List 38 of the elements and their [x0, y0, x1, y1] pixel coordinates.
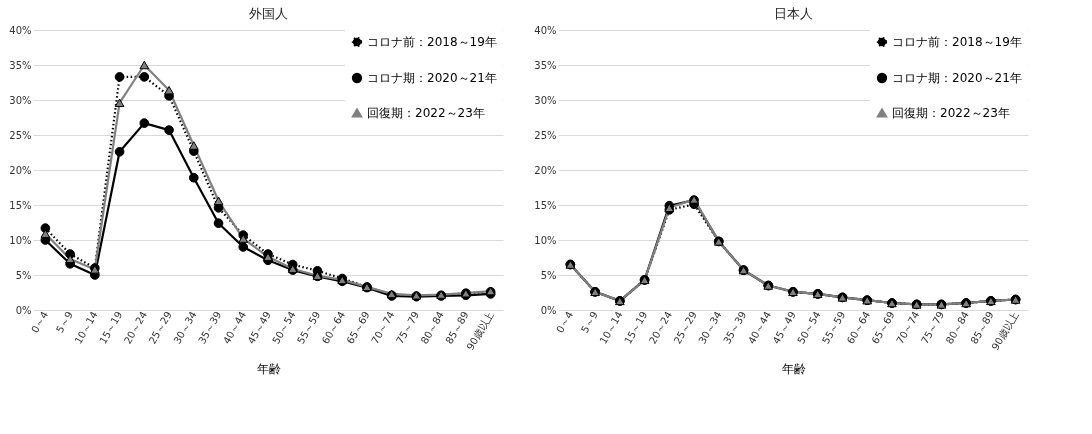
- x-tick-label: 70～74: [894, 309, 922, 346]
- legend-label: コロナ期：2020～21年: [892, 71, 1022, 85]
- legend-label: コロナ前：2018～19年: [892, 35, 1022, 49]
- x-tick-label: 50～54: [795, 309, 823, 346]
- x-tick-label: 10～14: [597, 309, 625, 346]
- y-tick-label: 15%: [534, 199, 557, 211]
- y-tick-label: 20%: [9, 164, 32, 176]
- legend-label: コロナ前：2018～19年: [367, 35, 497, 49]
- y-tick-label: 0%: [540, 304, 557, 316]
- x-tick-label: 70～74: [369, 309, 397, 346]
- y-tick-label: 20%: [534, 164, 557, 176]
- y-tick-label: 35%: [9, 59, 32, 71]
- y-tick-label: 30%: [534, 94, 557, 106]
- x-axis-title: 年齢: [256, 362, 281, 376]
- y-tick-label: 40%: [534, 24, 557, 36]
- chart-title: 日本人: [773, 6, 813, 21]
- legend-label: コロナ期：2020～21年: [367, 71, 497, 85]
- y-tick-label: 10%: [9, 234, 32, 246]
- y-tick-label: 35%: [534, 59, 557, 71]
- x-tick-label: 10～14: [72, 309, 100, 346]
- legend-label: 回復期：2022～23年: [892, 106, 1010, 120]
- y-tick-label: 40%: [9, 24, 32, 36]
- x-tick-label: 30～34: [171, 309, 199, 346]
- x-tick-label: 5～9: [579, 309, 600, 335]
- y-tick-label: 25%: [534, 129, 557, 141]
- legend-label: 回復期：2022～23年: [367, 106, 485, 120]
- y-tick-label: 5%: [540, 269, 557, 281]
- x-axis-title: 年齢: [781, 362, 806, 376]
- y-tick-label: 15%: [9, 199, 32, 211]
- x-tick-label: 5～9: [54, 309, 75, 335]
- x-tick-label: 50～54: [270, 309, 298, 346]
- y-tick-label: 5%: [15, 269, 32, 281]
- y-tick-label: 30%: [9, 94, 32, 106]
- x-tick-label: 30～34: [696, 309, 724, 346]
- y-tick-label: 10%: [534, 234, 557, 246]
- y-tick-label: 25%: [9, 129, 32, 141]
- y-tick-label: 0%: [15, 304, 32, 316]
- chart-title: 外国人: [248, 6, 288, 21]
